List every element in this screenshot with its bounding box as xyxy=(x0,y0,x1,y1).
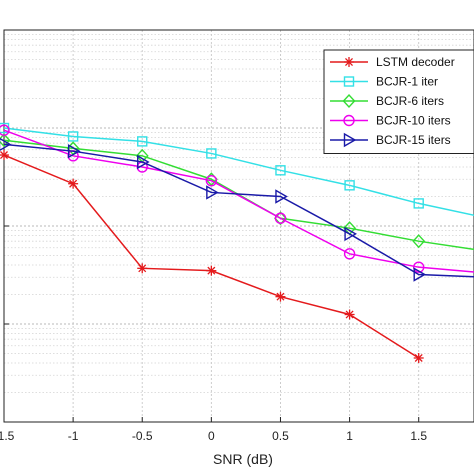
legend-label: BCJR-6 iters xyxy=(376,94,444,108)
data-point xyxy=(275,165,286,176)
data-point xyxy=(137,154,150,170)
data-point xyxy=(275,189,288,204)
legend: LSTM decoder BCJR-1 iter BCJR-6 iters BCJR-… xyxy=(323,49,474,154)
series-line xyxy=(3,129,474,273)
x-tick-label: 0.5 xyxy=(272,429,289,443)
data-point xyxy=(344,309,355,320)
x-axis-label: SNR (dB) xyxy=(213,451,273,467)
legend-entry: LSTM decoder xyxy=(330,55,455,69)
data-point xyxy=(343,248,356,260)
data-point xyxy=(67,143,81,159)
legend-label: BCJR-1 iter xyxy=(376,75,438,89)
legend-entry: BCJR-15 iters xyxy=(330,132,451,148)
data-point xyxy=(275,291,286,302)
plot-frame xyxy=(3,29,474,423)
x-tick-label: 1 xyxy=(346,429,353,443)
series-line xyxy=(3,127,474,217)
x-tick-label: -0.5 xyxy=(132,429,153,443)
data-point xyxy=(344,57,354,67)
series-layer xyxy=(0,122,474,363)
data-point xyxy=(413,352,424,363)
x-tick-labels: -1.5-1-0.500.511.52 xyxy=(0,429,427,443)
data-point xyxy=(137,136,148,147)
legend-label: LSTM decoder xyxy=(376,55,455,69)
data-point xyxy=(68,178,79,189)
x-tick-label: 1.5 xyxy=(410,429,427,443)
x-tick-label: -1 xyxy=(68,429,79,443)
legend-entry: BCJR-10 iters xyxy=(330,114,451,128)
data-point xyxy=(412,234,426,249)
data-point xyxy=(206,148,217,159)
data-point xyxy=(206,265,217,276)
data-point xyxy=(205,174,218,187)
x-tick-label: 0 xyxy=(208,429,215,443)
data-point xyxy=(413,198,424,209)
series-lstm-decoder xyxy=(0,150,424,363)
data-point xyxy=(0,124,10,136)
data-point xyxy=(274,212,287,224)
data-point xyxy=(67,131,79,142)
data-point xyxy=(343,76,355,87)
data-point xyxy=(343,114,355,127)
data-point xyxy=(0,137,12,151)
x-tick-label: -1.5 xyxy=(0,429,15,443)
data-point xyxy=(343,132,357,148)
data-point xyxy=(206,185,219,200)
legend-entry: BCJR-1 iter xyxy=(330,75,438,89)
data-point xyxy=(413,261,425,273)
series-line xyxy=(3,143,474,278)
data-point xyxy=(344,226,357,242)
data-point xyxy=(413,267,427,282)
legend-label: BCJR-15 iters xyxy=(376,133,451,147)
series-bcjr-1-iter xyxy=(0,122,474,217)
legend-label: BCJR-10 iters xyxy=(376,114,451,128)
data-point xyxy=(137,263,148,274)
data-point xyxy=(0,150,9,161)
data-point xyxy=(344,180,355,191)
series-bcjr-15-iters xyxy=(0,137,474,282)
legend-entry: BCJR-6 iters xyxy=(330,93,444,109)
data-point xyxy=(342,93,356,109)
